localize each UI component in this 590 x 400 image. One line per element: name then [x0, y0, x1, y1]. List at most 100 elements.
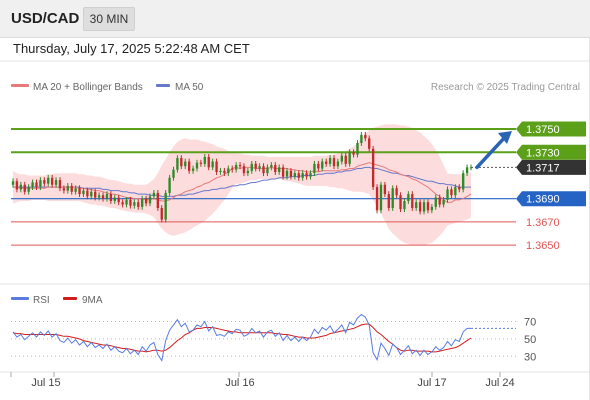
price-pane: 1.3750 1.3730 1.3717 1.3690 1.3670 1.3650: [11, 121, 586, 252]
timeframe-button[interactable]: 30 MIN: [83, 7, 135, 31]
candle: [234, 162, 238, 173]
candle-body: [387, 194, 390, 208]
projection-arrow-shaft: [475, 134, 508, 170]
candle: [399, 192, 402, 213]
candle-body: [383, 184, 387, 195]
candle: [446, 186, 449, 203]
candle-body: [195, 162, 199, 169]
candle: [332, 155, 336, 170]
candle-body: [274, 165, 277, 172]
bollinger-band: [13, 124, 471, 246]
candle: [281, 164, 285, 180]
ma20-line: [13, 162, 472, 203]
level-badge-1-3730: [516, 144, 586, 160]
candle: [117, 194, 120, 206]
candle-body: [270, 165, 273, 168]
candle-body: [15, 181, 19, 190]
candle-body: [31, 182, 34, 188]
candle: [379, 181, 383, 214]
candle-body: [415, 202, 418, 208]
candle: [219, 167, 222, 175]
time-tick-label: Jul 15: [31, 377, 60, 389]
candle-body: [27, 187, 30, 192]
candle: [403, 198, 406, 213]
candle: [70, 183, 73, 195]
candle: [168, 174, 171, 196]
candle: [324, 158, 328, 167]
candle: [293, 170, 297, 180]
candle: [129, 196, 132, 209]
candle-body: [258, 166, 261, 169]
candle-body: [317, 163, 320, 169]
candle-body: [442, 199, 445, 205]
candle: [74, 185, 77, 195]
candle-body: [430, 206, 434, 211]
candle: [430, 203, 434, 214]
candle: [23, 181, 26, 195]
candle: [231, 165, 234, 173]
candle: [411, 191, 414, 211]
candle-body: [125, 199, 128, 205]
candle: [43, 177, 46, 187]
candle-body: [238, 165, 242, 167]
candle: [340, 152, 343, 165]
ma50-legend-swatch: [156, 84, 170, 87]
level-labels: 1.3750 1.3730 1.3717 1.3690 1.3670 1.3650: [516, 121, 586, 252]
rsi-ma-line: [12, 323, 472, 353]
candle: [360, 131, 363, 146]
candle-body: [199, 162, 203, 164]
level-badge-1-3750: [516, 121, 586, 137]
candle: [15, 178, 19, 193]
ma50-legend-label: MA 50: [175, 82, 204, 93]
candle-body: [160, 208, 163, 220]
candle-body: [172, 169, 175, 178]
candle: [364, 131, 367, 142]
candle-body: [23, 184, 26, 192]
candle: [144, 195, 148, 207]
candle-body: [379, 184, 383, 211]
candle-body: [340, 155, 343, 162]
rsi-line: [12, 313, 471, 362]
level-label-1-3690: 1.3690: [526, 194, 560, 206]
level-badge-1-3690: [516, 191, 586, 207]
candle: [137, 199, 140, 210]
candle-body: [407, 194, 410, 202]
candle: [262, 163, 265, 177]
candle-body: [391, 188, 394, 208]
candle: [191, 165, 195, 174]
candle-body: [164, 192, 167, 220]
candle-body: [35, 182, 38, 188]
level-badge-1-3717: [516, 159, 586, 175]
candle: [305, 170, 308, 180]
candle: [156, 190, 160, 211]
candle-body: [368, 138, 371, 149]
rsi-legend-swatch: [11, 297, 29, 300]
candle: [223, 167, 226, 177]
candle: [465, 164, 469, 177]
candle-body: [184, 161, 187, 167]
candle: [172, 166, 175, 181]
candle-body: [458, 187, 461, 190]
candle: [434, 194, 437, 210]
candle-body: [234, 165, 238, 170]
candle-body: [344, 155, 347, 164]
candle: [250, 160, 253, 174]
candle: [242, 163, 246, 177]
candles: [11, 131, 473, 223]
candle-body: [281, 167, 285, 177]
candle-body: [438, 197, 441, 205]
time-tick-label: Jul 16: [225, 377, 254, 389]
candle-body: [144, 198, 148, 204]
candle-body: [422, 202, 426, 212]
rsi-ma-legend-swatch: [63, 297, 77, 300]
candle: [391, 185, 394, 211]
candle-body: [50, 177, 54, 185]
candle-body: [321, 161, 324, 169]
candle-body: [364, 134, 367, 139]
candle: [278, 164, 281, 175]
candle-body: [403, 201, 406, 210]
rsi-tick-50: 50: [524, 334, 536, 346]
projection: [475, 131, 512, 170]
candle-body: [336, 161, 340, 167]
candle: [199, 159, 203, 167]
